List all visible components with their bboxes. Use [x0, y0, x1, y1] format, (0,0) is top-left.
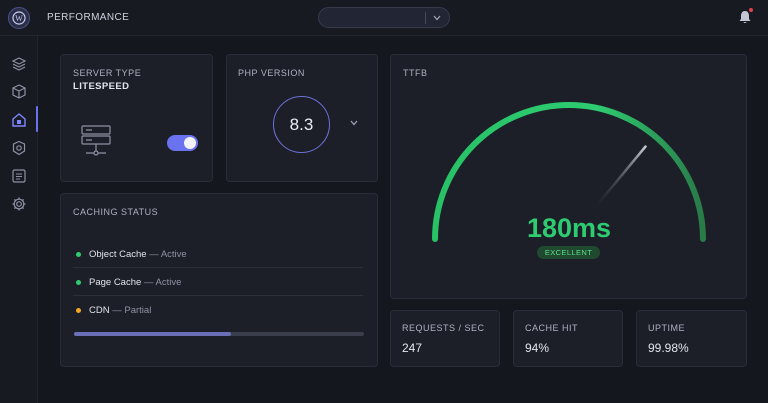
select-divider — [425, 12, 426, 24]
list-icon[interactable] — [11, 168, 27, 184]
stat-label: REQUESTS / SEC — [402, 323, 485, 333]
list-item: Object Cache — Active — [73, 240, 363, 268]
cache-name: CDN — [89, 305, 110, 316]
status-badge: EXCELLENT — [537, 246, 600, 259]
gauge-needle — [593, 145, 647, 210]
notification-dot — [749, 8, 753, 12]
ttfb-card: TTFB 180ms EXCELLENT — [390, 54, 747, 299]
cache-status: — Active — [146, 249, 187, 260]
page-title: PERFORMANCE — [47, 12, 130, 23]
ttfb-label: TTFB — [403, 68, 428, 78]
chevron-down-icon — [433, 15, 441, 21]
stat-label: UPTIME — [648, 323, 686, 333]
stat-card-requests: REQUESTS / SEC 247 — [390, 310, 500, 367]
layers-icon[interactable] — [11, 56, 27, 72]
server-type-label: SERVER TYPE — [73, 68, 142, 78]
server-type-value: LITESPEED — [73, 81, 130, 92]
chevron-down-icon[interactable] — [348, 118, 360, 128]
ttfb-gauge — [432, 102, 706, 242]
site-select[interactable] — [318, 7, 450, 28]
stat-card-uptime: UPTIME 99.98% — [636, 310, 747, 367]
box-icon[interactable] — [11, 84, 27, 100]
php-version-card: PHP VERSION 8.3 — [226, 54, 378, 182]
cache-name: Object Cache — [89, 249, 147, 260]
cache-name: Page Cache — [89, 277, 142, 288]
top-bar: W PERFORMANCE — [0, 0, 768, 36]
bell-icon[interactable] — [737, 9, 753, 25]
dashboard-icon[interactable] — [11, 112, 27, 128]
server-toggle[interactable] — [167, 135, 198, 151]
php-version-value[interactable]: 8.3 — [273, 96, 330, 153]
server-type-card: SERVER TYPE LITESPEED — [60, 54, 213, 182]
status-dot — [76, 252, 81, 257]
shield-icon[interactable] — [11, 140, 27, 156]
status-dot — [76, 308, 81, 313]
sidebar — [0, 36, 38, 403]
caching-status-card: CACHING STATUS Object Cache — Active Pag… — [60, 193, 378, 367]
stat-value: 247 — [402, 341, 423, 355]
cache-progress-bar — [74, 332, 364, 336]
settings-icon[interactable] — [11, 196, 27, 212]
toggle-knob — [184, 137, 196, 149]
ttfb-value: 180ms — [526, 213, 612, 243]
server-icon — [81, 125, 111, 156]
cache-progress-fill — [74, 332, 231, 336]
gauge-arc — [432, 102, 706, 242]
list-item: Page Cache — Active — [73, 268, 363, 296]
stat-label: CACHE HIT — [525, 323, 579, 333]
svg-text:W: W — [15, 14, 23, 23]
cache-status: — Partial — [109, 305, 152, 316]
stat-value: 99.98% — [648, 341, 689, 355]
wordpress-logo-icon[interactable]: W — [8, 7, 30, 29]
stat-card-cache-hit: CACHE HIT 94% — [513, 310, 623, 367]
cache-status: — Active — [141, 277, 182, 288]
stat-value: 94% — [525, 341, 550, 355]
list-item: CDN — Partial — [73, 296, 363, 324]
active-nav-indicator — [36, 106, 38, 132]
php-version-label: PHP VERSION — [238, 68, 305, 78]
caching-status-label: CACHING STATUS — [73, 207, 159, 217]
status-dot — [76, 280, 81, 285]
